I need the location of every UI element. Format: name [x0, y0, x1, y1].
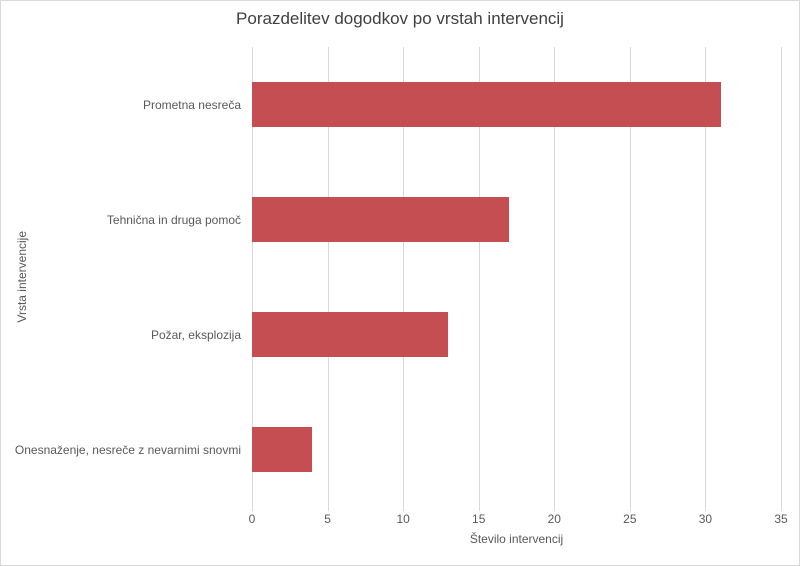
gridline-5 — [327, 47, 329, 511]
x-tick-label-20: 20 — [547, 512, 561, 526]
bar-1 — [252, 82, 721, 127]
x-tick-label-25: 25 — [623, 512, 637, 526]
bar-3 — [252, 312, 449, 357]
plot-area — [252, 47, 782, 511]
x-tick-label-5: 5 — [324, 512, 331, 526]
x-tick-labels: 0 5 10 15 20 25 30 35 — [248, 512, 788, 527]
gridline-30 — [705, 47, 707, 511]
x-tick-label-15: 15 — [472, 512, 486, 526]
category-label-4: Onesnaženje, nesreče z nevarnimi snovmi — [14, 442, 241, 457]
gridline-0 — [252, 47, 253, 511]
gridline-25 — [629, 47, 631, 511]
category-label-3: Požar, eksplozija — [150, 327, 241, 342]
gridline-15 — [478, 47, 480, 511]
x-tick-label-10: 10 — [396, 512, 410, 526]
x-axis-title: Število intervencij — [469, 532, 564, 546]
x-tick-label-0: 0 — [248, 512, 256, 526]
category-label-1: Prometna nesreča — [142, 97, 241, 112]
bar-4 — [252, 427, 313, 472]
category-label-2: Tehnična in druga pomoč — [106, 212, 241, 227]
chart-title: Porazdelitev dogodkov po vrstah interven… — [236, 9, 564, 28]
gridline-10 — [403, 47, 405, 511]
gridline-20 — [554, 47, 556, 511]
x-tick-label-30: 30 — [698, 512, 713, 526]
category-labels: Prometna nesreča Tehnična in druga pomoč P… — [1, 47, 241, 507]
x-tick-label-35: 35 — [774, 512, 788, 526]
bar-2 — [252, 197, 509, 242]
gridline-35 — [781, 47, 782, 511]
